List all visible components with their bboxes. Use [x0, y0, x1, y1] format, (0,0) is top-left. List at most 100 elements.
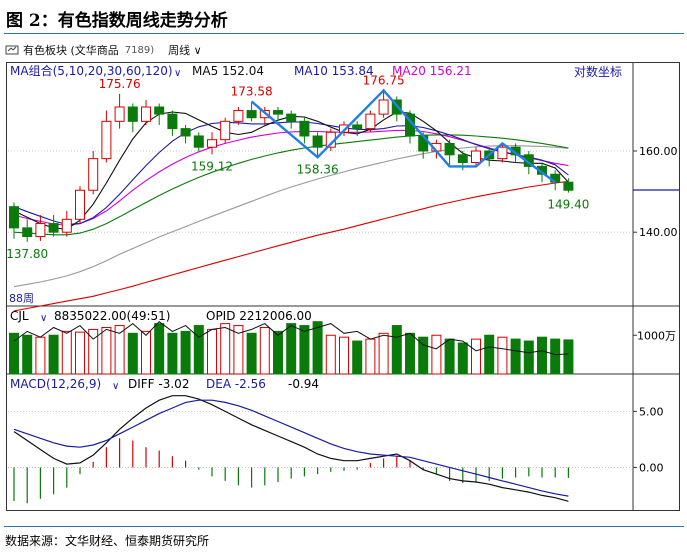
candle-body[interactable] — [101, 120, 112, 160]
macd-dea-text: DEA -2.56 — [206, 377, 266, 391]
volume-bar[interactable] — [180, 330, 191, 375]
volume-bar[interactable] — [88, 328, 99, 375]
volume-bar[interactable] — [418, 336, 429, 375]
candle-body[interactable] — [233, 110, 244, 122]
volume-bar[interactable] — [365, 338, 376, 375]
ma-line-ma60 — [13, 145, 569, 288]
volume-bar[interactable] — [114, 325, 125, 375]
volume-bar[interactable] — [457, 342, 468, 375]
volume-bar[interactable] — [471, 338, 481, 375]
period-dropdown[interactable]: 周线 ∨ — [168, 42, 202, 58]
volume-bar[interactable] — [273, 330, 283, 375]
candle-body[interactable] — [444, 142, 455, 156]
volume-bar[interactable] — [299, 325, 310, 375]
candle-body[interactable] — [22, 227, 33, 238]
volume-bar[interactable] — [220, 323, 231, 375]
candle-body[interactable] — [220, 120, 231, 141]
candle-body[interactable] — [352, 124, 363, 130]
candle-body[interactable] — [378, 99, 389, 115]
candle-body[interactable] — [312, 135, 323, 148]
volume-bar[interactable] — [312, 321, 323, 375]
candle-body[interactable] — [497, 146, 508, 160]
volume-bar[interactable] — [431, 334, 442, 375]
ma-value-ma20: MA20 156.21 — [392, 64, 472, 78]
candle-body[interactable] — [339, 124, 349, 133]
ma-legend-chevron-icon: ∨ — [174, 68, 181, 79]
volume-bar[interactable] — [378, 332, 389, 375]
volume-bar[interactable] — [563, 339, 574, 375]
wave-trend-line — [250, 88, 556, 184]
volume-bar[interactable] — [207, 328, 217, 375]
volume-bar[interactable] — [127, 332, 138, 375]
candle-body[interactable] — [48, 223, 59, 233]
volume-bar[interactable] — [246, 332, 257, 375]
volume-bar[interactable] — [167, 332, 178, 375]
candle-body[interactable] — [114, 106, 125, 122]
candle-body[interactable] — [141, 106, 151, 122]
chart-border — [6, 62, 680, 511]
period-select-icon[interactable] — [5, 44, 19, 56]
volume-bar[interactable] — [9, 332, 19, 375]
volume-bar[interactable] — [61, 330, 72, 375]
volume-bar[interactable] — [484, 334, 495, 375]
period-count-label: 88周 — [9, 292, 34, 305]
candle-body[interactable] — [246, 110, 257, 119]
candle-body[interactable] — [167, 113, 178, 130]
volume-bar[interactable] — [339, 336, 349, 375]
chevron-down-icon: ∨ — [193, 44, 202, 57]
chart-frame[interactable]: 160.00 140.00 137.80 175.76 159.12 173.58 158.… — [6, 62, 681, 520]
candle-body[interactable] — [286, 113, 297, 122]
volume-bar[interactable] — [101, 327, 112, 375]
volume-bar[interactable] — [22, 334, 33, 375]
candle-body[interactable] — [9, 206, 19, 229]
volume-bar[interactable] — [193, 325, 204, 375]
candle-body[interactable] — [193, 135, 204, 148]
candle-body[interactable] — [563, 181, 574, 191]
ma-indicator-label: MA组合(5,10,20,30,60,120) — [10, 63, 173, 78]
price-tick-label: 140.00 — [639, 226, 678, 239]
candle-body[interactable] — [154, 106, 165, 115]
title-divider — [4, 33, 684, 34]
volume-bar[interactable] — [286, 323, 297, 375]
volume-bar[interactable] — [510, 338, 521, 375]
volume-bar[interactable] — [141, 330, 151, 375]
volume-bar[interactable] — [35, 336, 46, 375]
macd-indicator-label: MACD(12,26,9) — [10, 377, 101, 391]
candle-body[interactable] — [75, 189, 85, 220]
volume-bar[interactable] — [259, 327, 270, 375]
candle-body[interactable] — [35, 223, 46, 238]
volume-bar[interactable] — [444, 338, 455, 375]
volume-bar[interactable] — [537, 336, 547, 375]
ma-value-ma10: MA10 153.84 — [294, 64, 374, 78]
volume-indicator-label: CJL — [10, 309, 29, 323]
volume-bar[interactable] — [233, 325, 244, 375]
candle-body[interactable] — [207, 139, 217, 148]
candle-body[interactable] — [365, 113, 376, 130]
candle-body[interactable] — [127, 106, 138, 122]
candle-body[interactable] — [457, 154, 468, 164]
candle-body[interactable] — [88, 158, 99, 191]
volume-bar[interactable] — [523, 340, 534, 375]
candle-body[interactable] — [299, 120, 310, 137]
price-annotation: 158.36 — [297, 162, 339, 176]
volume-bar[interactable] — [48, 334, 59, 375]
price-annotation: 137.80 — [6, 247, 48, 261]
candle-body[interactable] — [273, 110, 283, 115]
volume-bar[interactable] — [352, 340, 363, 375]
period-label: 周线 — [168, 44, 191, 57]
volume-bar[interactable] — [154, 323, 165, 375]
volume-bar[interactable] — [391, 325, 402, 375]
figure-title: 图 2：有色指数周线走势分析 — [6, 11, 228, 31]
chart-canvas[interactable]: 160.00 140.00 137.80 175.76 159.12 173.58 158.… — [6, 62, 681, 520]
volume-bar[interactable] — [550, 338, 561, 375]
instrument-label[interactable]: 有色板块 (文华商品 — [23, 44, 119, 57]
price-annotation: 176.75 — [363, 73, 405, 87]
volume-bar[interactable] — [497, 336, 508, 375]
candle-body[interactable] — [61, 218, 72, 233]
candle-body[interactable] — [471, 150, 481, 164]
chart-toolbar: 有色板块 (文华商品 7189) 周线 ∨ — [5, 41, 202, 59]
candle-body[interactable] — [180, 128, 191, 137]
volume-bar[interactable] — [405, 332, 415, 375]
volume-bar[interactable] — [75, 331, 85, 375]
volume-bar[interactable] — [325, 334, 336, 375]
